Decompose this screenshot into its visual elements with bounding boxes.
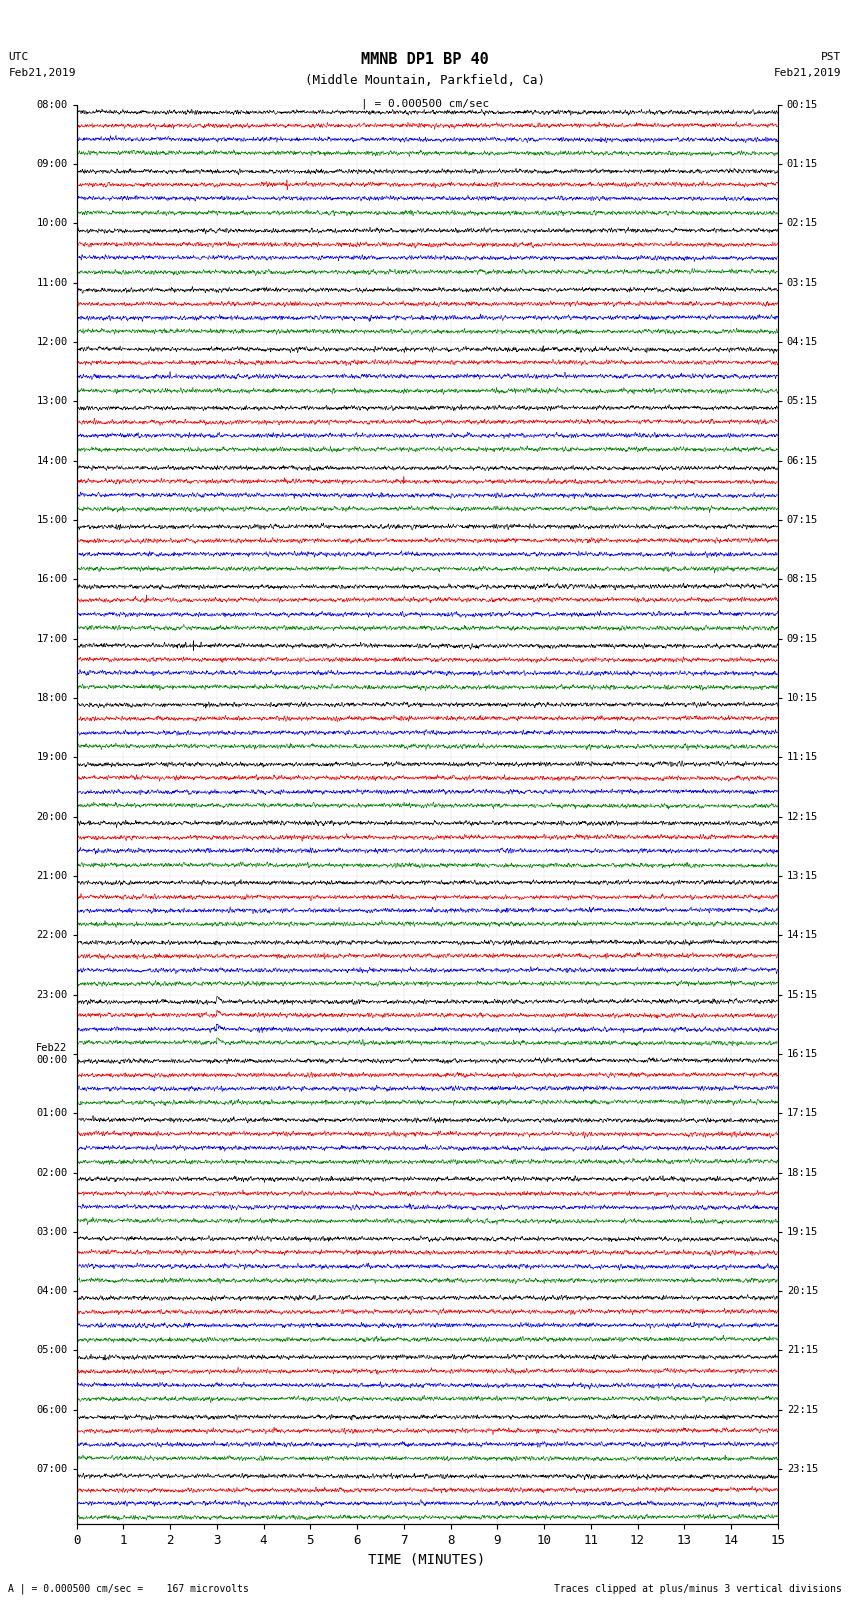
Text: A | = 0.000500 cm/sec =    167 microvolts: A | = 0.000500 cm/sec = 167 microvolts — [8, 1582, 249, 1594]
Text: PST: PST — [821, 52, 842, 61]
Text: Feb21,2019: Feb21,2019 — [774, 68, 842, 77]
Text: (Middle Mountain, Parkfield, Ca): (Middle Mountain, Parkfield, Ca) — [305, 74, 545, 87]
Text: Feb21,2019: Feb21,2019 — [8, 68, 76, 77]
Text: Traces clipped at plus/minus 3 vertical divisions: Traces clipped at plus/minus 3 vertical … — [553, 1584, 842, 1594]
Text: UTC: UTC — [8, 52, 29, 61]
X-axis label: TIME (MINUTES): TIME (MINUTES) — [369, 1553, 485, 1566]
Text: | = 0.000500 cm/sec: | = 0.000500 cm/sec — [361, 98, 489, 110]
Text: MMNB DP1 BP 40: MMNB DP1 BP 40 — [361, 52, 489, 66]
